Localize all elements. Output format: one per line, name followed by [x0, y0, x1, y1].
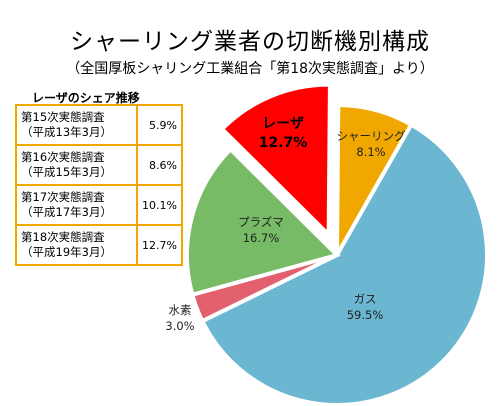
survey-date: （平成15年3月）: [21, 165, 112, 179]
survey-date: （平成19年3月）: [21, 245, 112, 259]
survey-name: 第16次実態調査: [21, 150, 105, 164]
survey-date: （平成13年3月）: [21, 125, 112, 139]
slice-name-label: 水素: [169, 303, 192, 317]
slice-value-label: 3.0%: [165, 319, 194, 333]
pie-slice-4: [219, 82, 332, 240]
share-value: 5.9%: [136, 104, 183, 146]
table-row: 第16次実態調査 （平成15年3月） 8.6%: [14, 144, 183, 186]
survey-cell: 第18次実態調査 （平成19年3月）: [14, 224, 139, 266]
share-value: 12.7%: [136, 224, 183, 266]
slice-value-label: 16.7%: [243, 231, 280, 245]
chart-subtitle: （全国厚板シャリング工業組合「第18次実態調査」より）: [66, 61, 434, 77]
survey-cell: 第16次実態調査 （平成15年3月）: [14, 144, 139, 186]
table-row: 第15次実態調査 （平成13年3月） 5.9%: [14, 104, 183, 146]
slice-name-label: ガス: [354, 292, 377, 306]
slice-name-label: プラズマ: [238, 215, 284, 229]
table-row: 第18次実態調査 （平成19年3月） 12.7%: [14, 224, 183, 266]
table-row: 第17次実態調査 （平成17年3月） 10.1%: [14, 184, 183, 226]
pie-slice-1: [199, 121, 489, 406]
share-value: 8.6%: [136, 144, 183, 186]
pie-slice-3: [185, 146, 341, 298]
share-table-heading: レーザのシェア推移: [32, 91, 140, 105]
survey-cell: 第15次実態調査 （平成13年3月）: [14, 104, 139, 146]
laser-share-table: 第15次実態調査 （平成13年3月） 5.9% 第16次実態調査 （平成15年3…: [14, 104, 183, 266]
survey-cell: 第17次実態調査 （平成17年3月）: [14, 184, 139, 226]
chart-title: シャーリング業者の切断機別構成: [70, 29, 430, 55]
slice-value-label: 59.5%: [347, 308, 384, 322]
slice-name-label: シャーリング: [337, 129, 406, 143]
survey-name: 第15次実態調査: [21, 110, 105, 124]
slice-value-label: 12.7%: [259, 135, 308, 151]
slice-name-label: レーザ: [262, 116, 304, 132]
share-value: 10.1%: [136, 184, 183, 226]
slice-value-label: 8.1%: [356, 145, 385, 159]
survey-date: （平成17年3月）: [21, 205, 112, 219]
survey-name: 第18次実態調査: [21, 230, 105, 244]
survey-name: 第17次実態調査: [21, 190, 105, 204]
